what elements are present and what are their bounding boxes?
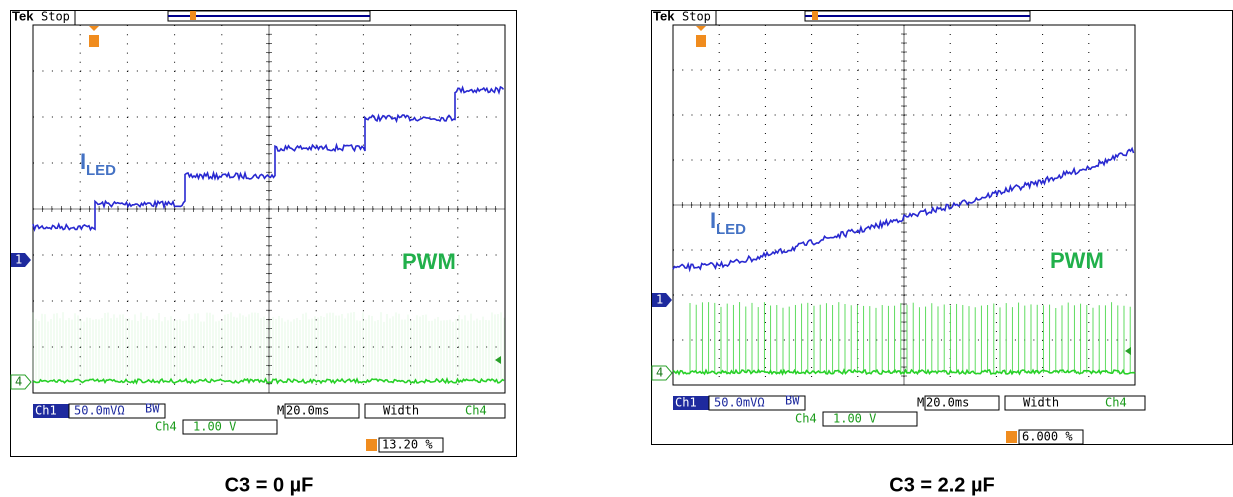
record-marker: [812, 11, 818, 20]
measure-src: Ch4: [1105, 396, 1127, 410]
caption: C3 = 0 µF: [225, 474, 314, 496]
ch1-scale: 50.0mVΩ: [74, 404, 125, 418]
ch1: Ch1: [35, 404, 57, 418]
timebase: 20.0ms: [926, 396, 969, 410]
bw: BW: [145, 402, 160, 416]
ch4-scale: 1.00 V: [193, 420, 236, 434]
pwm-label: PWM: [402, 249, 456, 274]
status: Stop: [41, 10, 70, 24]
ch4-scale: 1.00 V: [833, 412, 876, 426]
trig-icon: [366, 439, 377, 451]
ch4: Ch4: [155, 420, 177, 434]
measure: Width: [383, 404, 419, 418]
trigger-level: [696, 35, 706, 47]
page: {"panels": [ {"header": {"brand": "Tek",…: [0, 0, 1233, 497]
ch1-scale: 50.0mVΩ: [714, 396, 765, 410]
ch4: Ch4: [795, 412, 817, 426]
record-marker: [190, 11, 196, 20]
brand: Tek: [12, 8, 34, 23]
iled-sub: LED: [716, 221, 746, 238]
ch4-marker: 4: [15, 375, 22, 389]
ch4-marker: 4: [656, 366, 663, 380]
bw: BW: [785, 394, 800, 408]
measure-value: 13.20 %: [382, 438, 433, 452]
measure-value: 6.000 %: [1022, 430, 1073, 444]
caption: C3 = 2.2 µF: [889, 474, 994, 496]
ch1: Ch1: [675, 396, 697, 410]
status: Stop: [682, 10, 711, 24]
brand: Tek: [653, 8, 675, 23]
trig-icon: [1006, 431, 1017, 443]
iled-sub: LED: [86, 162, 116, 179]
pwm-label: PWM: [1050, 248, 1104, 273]
measure-src: Ch4: [465, 404, 487, 418]
ch1-marker: 1: [656, 293, 663, 307]
timebase: 20.0ms: [286, 404, 329, 418]
trigger-level: [89, 35, 99, 47]
measure: Width: [1023, 396, 1059, 410]
figure: TekStopILEDPWM14Ch150.0mVΩBWM20.0msWidth…: [0, 0, 1233, 497]
tb-prefix: M: [917, 396, 924, 410]
ch1-marker: 1: [15, 253, 22, 267]
tb-prefix: M: [277, 404, 284, 418]
